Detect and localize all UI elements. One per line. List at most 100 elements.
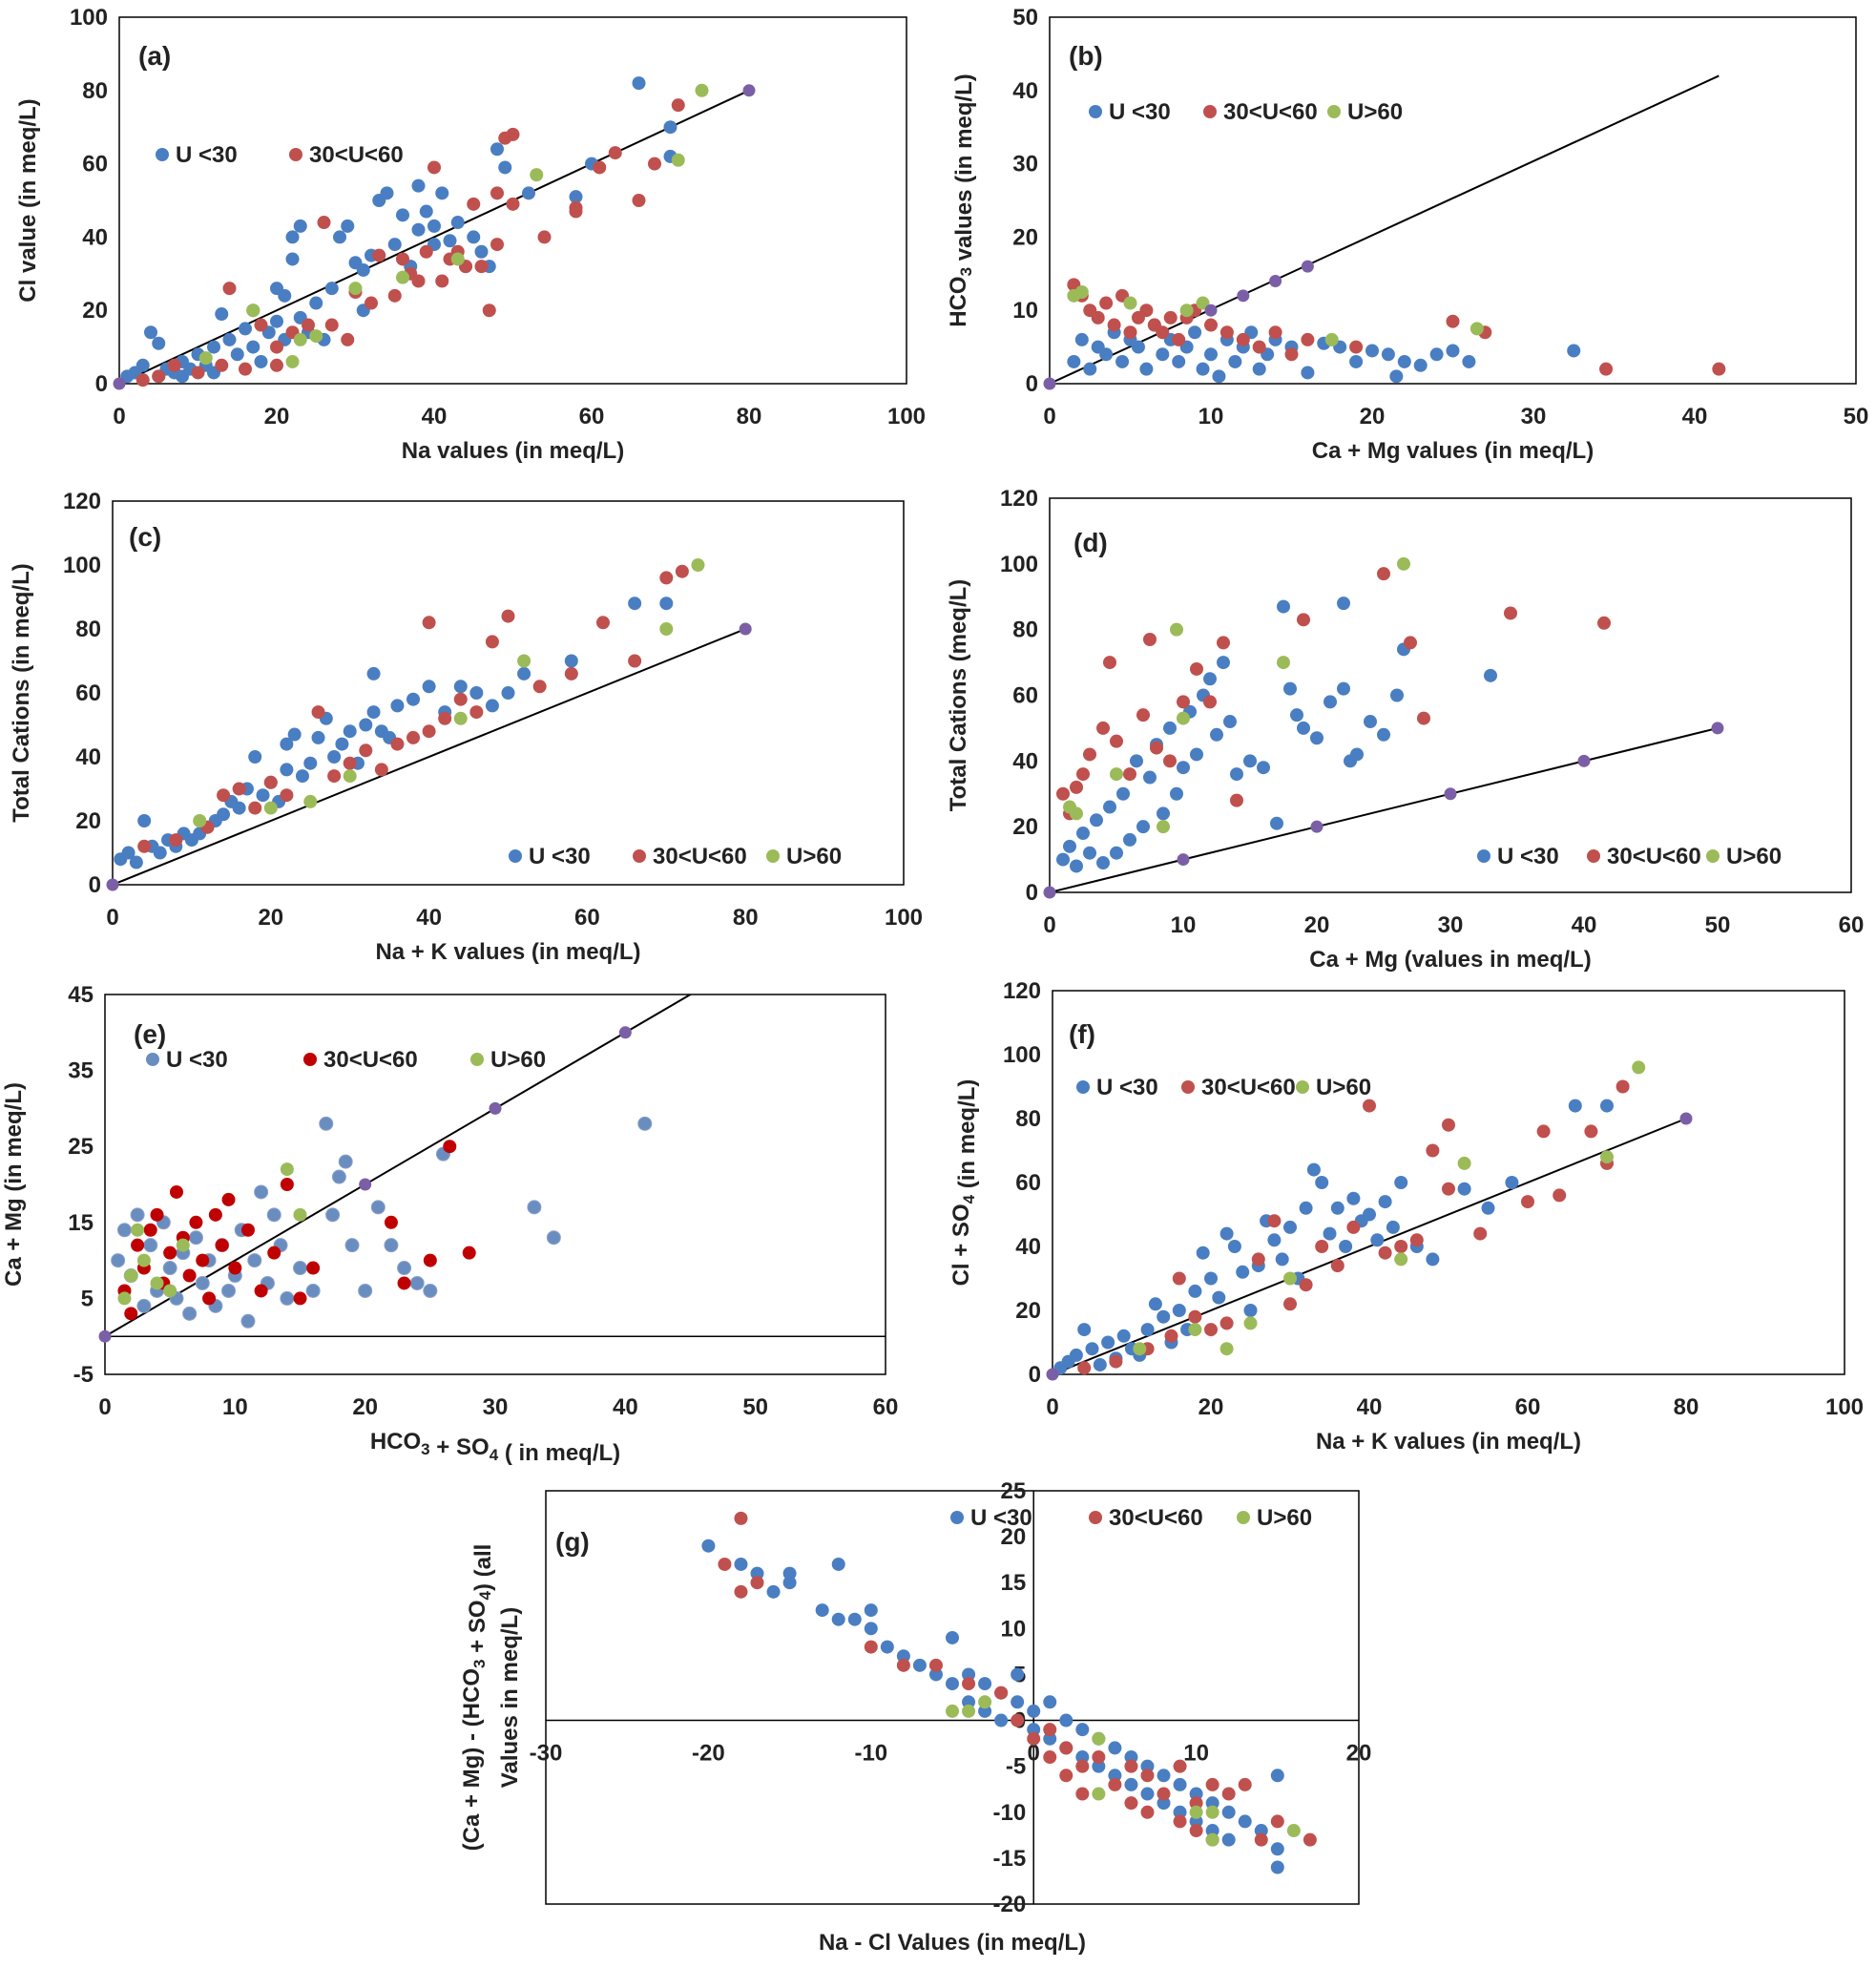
- data-point: [994, 1713, 1009, 1727]
- data-point: [946, 1704, 959, 1718]
- data-point: [1584, 1124, 1598, 1139]
- data-point: [1143, 632, 1157, 646]
- legend-marker: [303, 1053, 317, 1066]
- data-point: [1301, 332, 1315, 346]
- data-point: [1139, 304, 1154, 318]
- series-d-2: [1063, 556, 1410, 834]
- data-point: [280, 1162, 294, 1177]
- series-c-0: [114, 597, 674, 869]
- data-point: [302, 318, 315, 332]
- data-point: [124, 1268, 138, 1283]
- series-g-0: [701, 1539, 1284, 1874]
- data-point: [663, 120, 677, 135]
- data-point: [356, 262, 370, 277]
- legend-marker: [156, 148, 169, 161]
- data-point: [1251, 1252, 1265, 1267]
- reference-line-f: [1053, 1118, 1687, 1374]
- reference-point: [742, 84, 756, 97]
- data-point: [1204, 1323, 1218, 1337]
- data-point: [490, 186, 504, 200]
- data-point: [1270, 1814, 1284, 1829]
- data-point: [1429, 347, 1444, 362]
- data-point: [143, 1223, 157, 1237]
- data-point: [1442, 1118, 1455, 1132]
- data-point: [1299, 1278, 1313, 1292]
- data-point: [1243, 1316, 1258, 1330]
- data-point: [1254, 1832, 1268, 1847]
- legend-label: U>60: [1316, 1075, 1371, 1100]
- data-point: [136, 1298, 152, 1313]
- series-e-2: [117, 1162, 307, 1306]
- data-point: [1228, 354, 1242, 368]
- legend-label: 30<U<60: [1223, 99, 1318, 125]
- data-point: [266, 1207, 281, 1223]
- data-point: [1172, 1271, 1186, 1286]
- data-point: [1011, 1667, 1025, 1682]
- legend-label: U>60: [1726, 844, 1782, 869]
- data-point: [1188, 325, 1202, 340]
- data-point: [1413, 358, 1428, 372]
- data-point: [1370, 1233, 1385, 1247]
- data-point: [1099, 296, 1114, 310]
- data-point: [331, 1169, 346, 1184]
- data-point: [152, 369, 166, 384]
- data-point: [1096, 856, 1110, 870]
- y-tick-label: -20: [993, 1892, 1027, 1917]
- data-point: [1172, 332, 1186, 346]
- data-point: [1124, 1777, 1138, 1791]
- data-point: [248, 750, 262, 764]
- reference-point: [106, 878, 119, 891]
- data-point: [1156, 325, 1170, 340]
- data-point: [1221, 1805, 1236, 1819]
- data-point: [163, 1246, 177, 1260]
- reference-point: [1046, 1368, 1059, 1381]
- data-point: [628, 654, 642, 668]
- data-point: [1223, 715, 1237, 729]
- data-point: [1077, 1323, 1092, 1337]
- data-point: [593, 160, 607, 175]
- data-point: [1597, 616, 1611, 630]
- legend-label: 30<U<60: [1607, 844, 1701, 869]
- legend-label: U <30: [1109, 99, 1171, 125]
- x-tick-label: -30: [530, 1741, 563, 1767]
- data-point: [734, 1511, 748, 1525]
- data-point: [1059, 1769, 1073, 1783]
- data-point: [831, 1557, 845, 1571]
- legend-label: U <30: [166, 1047, 228, 1073]
- data-point: [1140, 1759, 1155, 1773]
- x-tick-label: 0: [106, 905, 118, 931]
- legend-marker: [1203, 105, 1217, 118]
- data-point: [1221, 1787, 1236, 1801]
- data-point: [1283, 1220, 1297, 1234]
- legend-marker: [289, 148, 302, 161]
- data-point: [116, 1223, 132, 1238]
- legend-label: U <30: [970, 1505, 1032, 1531]
- data-point: [522, 186, 535, 200]
- data-point: [450, 216, 465, 230]
- data-point: [1600, 1150, 1614, 1164]
- reference-point: [1444, 787, 1457, 801]
- reference-line-a: [119, 89, 750, 384]
- data-point: [1386, 1220, 1400, 1234]
- legend-label: 30<U<60: [1109, 1505, 1203, 1531]
- y-tick-label: 120: [1000, 486, 1038, 512]
- data-point: [1074, 332, 1089, 346]
- data-point: [230, 347, 244, 362]
- data-point: [1163, 310, 1178, 325]
- data-point: [1177, 695, 1190, 709]
- x-tick-label: 50: [1844, 404, 1869, 429]
- data-point: [569, 200, 583, 215]
- data-point: [1157, 1309, 1171, 1324]
- data-point: [1270, 1842, 1284, 1856]
- data-point: [1219, 1316, 1234, 1330]
- reference-point: [1711, 722, 1724, 735]
- data-point: [1150, 741, 1163, 755]
- plot-area-e: [104, 994, 886, 1375]
- series-c-2: [193, 558, 705, 827]
- x-tick-label: -20: [692, 1741, 725, 1767]
- data-point: [221, 1283, 237, 1298]
- data-point: [348, 282, 363, 296]
- y-tick-label: 0: [89, 872, 101, 898]
- x-axis-title-f: Na + K values (in meq/L): [1316, 1429, 1581, 1455]
- data-point: [1301, 366, 1315, 380]
